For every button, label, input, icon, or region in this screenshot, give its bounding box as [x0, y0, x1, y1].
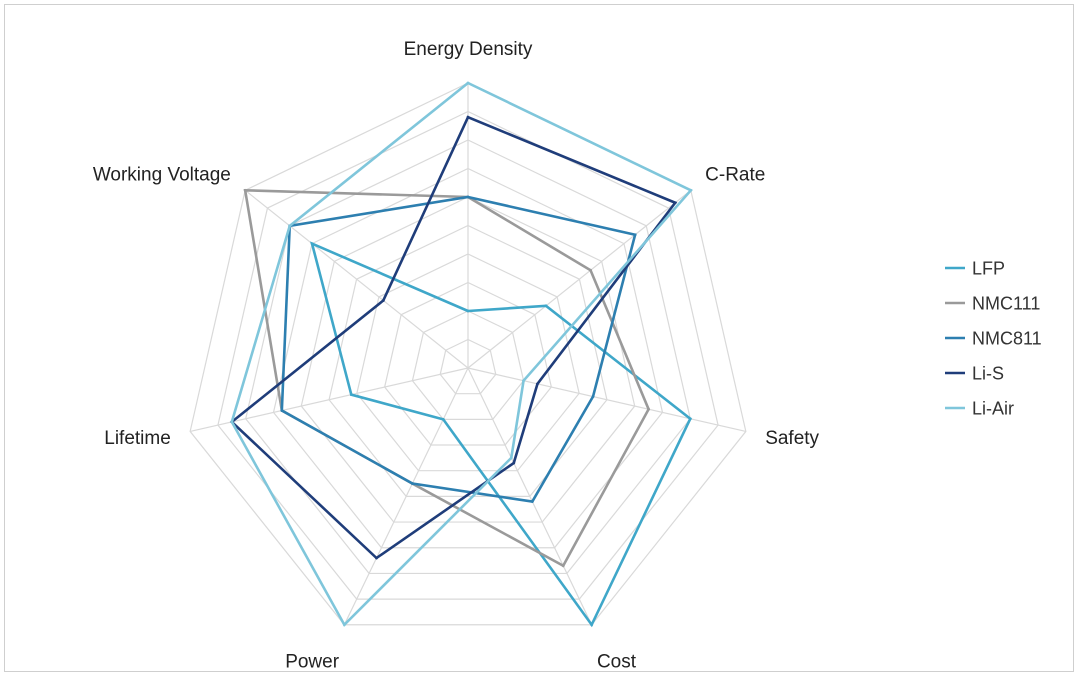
- data-point-li-air: [522, 379, 525, 383]
- axis-label-power: Power: [285, 651, 340, 672]
- data-point-li-air: [466, 81, 470, 85]
- data-point-li-air: [689, 188, 693, 192]
- data-point-li-s: [466, 115, 470, 119]
- data-point-nmc811: [633, 233, 637, 237]
- data-point-li-air: [230, 420, 234, 424]
- data-point-li-s: [375, 556, 378, 560]
- grid-ring: [245, 139, 691, 575]
- data-point-nmc111: [589, 268, 592, 272]
- axis-label-safety: Safety: [765, 428, 819, 449]
- chart-frame: [4, 4, 1074, 672]
- grid-ring: [411, 310, 525, 420]
- data-point-lfp: [544, 304, 548, 308]
- data-point-li-air: [509, 456, 513, 460]
- data-point-lfp: [590, 623, 594, 627]
- data-point-nmc811: [591, 395, 595, 398]
- data-point-lfp: [441, 417, 445, 421]
- data-point-li-s: [512, 461, 516, 465]
- data-point-li-s: [673, 201, 677, 205]
- data-point-nmc111: [561, 564, 565, 568]
- axis-label-c-rate: C-Rate: [705, 165, 765, 186]
- grid-ring: [217, 110, 719, 600]
- series-line-li-air: [230, 81, 693, 627]
- grid-ring: [272, 167, 664, 549]
- axis-label-lifetime: Lifetime: [104, 428, 171, 449]
- series-line-lfp: [310, 241, 692, 628]
- legend-item-nmc811: NMC811: [972, 328, 1042, 348]
- data-point-nmc811: [530, 500, 534, 503]
- axis-spoke: [244, 189, 469, 369]
- data-point-nmc811: [410, 482, 414, 485]
- grid-ring: [383, 281, 553, 446]
- data-point-li-air: [288, 224, 292, 228]
- data-point-li-s: [536, 382, 539, 386]
- data-point-nmc111: [647, 407, 651, 411]
- data-point-nmc811: [280, 409, 284, 412]
- data-point-li-air: [342, 623, 346, 627]
- axis-spoke: [467, 367, 593, 626]
- grid-ring: [189, 82, 747, 626]
- legend: LFP NMC111 NMC811 Li-S Li-Air: [945, 258, 1042, 418]
- data-point-lfp: [688, 417, 692, 421]
- legend-item-li-air: Li-Air: [972, 398, 1014, 418]
- axis-spoke: [343, 367, 469, 626]
- legend-item-lfp: LFP: [972, 258, 1005, 278]
- data-point-lfp: [466, 309, 470, 313]
- series-line-nmc811: [280, 195, 637, 503]
- grid-ring: [439, 338, 497, 395]
- radar-series: [229, 81, 693, 628]
- axis-labels: Energy Density C-Rate Safety Cost Power Lifet…: [93, 39, 820, 672]
- axis-spoke: [190, 367, 469, 433]
- axis-label-cost: Cost: [597, 651, 637, 672]
- axis-label-energy-density: Energy Density: [404, 39, 533, 60]
- grid-ring: [328, 224, 608, 497]
- data-point-nmc111: [243, 188, 247, 192]
- data-point-lfp: [310, 242, 314, 246]
- radar-spokes: [190, 83, 746, 626]
- axis-spoke: [467, 189, 692, 369]
- legend-item-nmc111: NMC111: [972, 293, 1040, 313]
- data-point-lfp: [349, 393, 353, 397]
- legend-item-li-s: Li-S: [972, 363, 1004, 383]
- data-point-li-s: [381, 299, 385, 302]
- data-point-nmc811: [466, 195, 470, 199]
- axis-label-working-voltage: Working Voltage: [93, 165, 231, 186]
- axis-spoke: [467, 367, 746, 433]
- radar-grid: [189, 82, 747, 626]
- grid-ring: [356, 253, 580, 472]
